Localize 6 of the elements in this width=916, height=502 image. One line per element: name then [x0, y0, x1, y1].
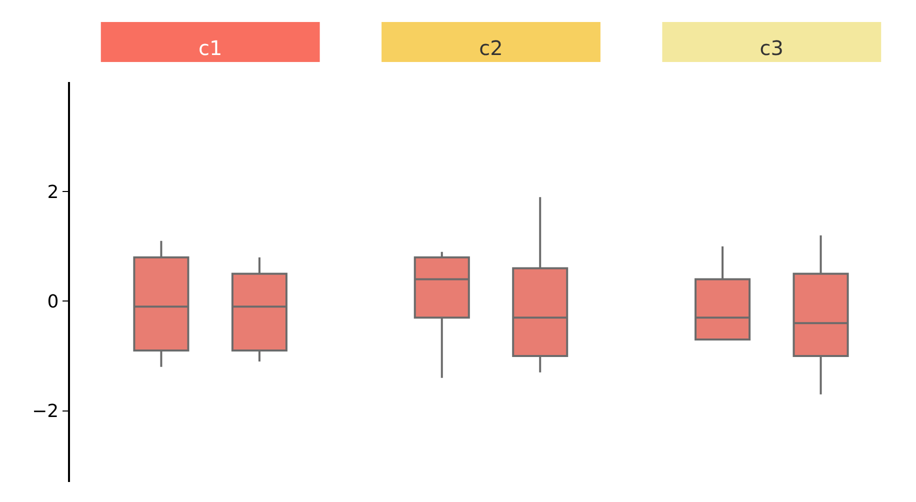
- y-tick-label: −2: [32, 401, 59, 422]
- x-tick-label: c2: [479, 36, 503, 60]
- x-tick-label: c1: [198, 36, 222, 60]
- x-tick-label: c3: [760, 36, 784, 60]
- y-tick-label: 0: [47, 291, 59, 312]
- y-tick-label: 2: [47, 182, 59, 203]
